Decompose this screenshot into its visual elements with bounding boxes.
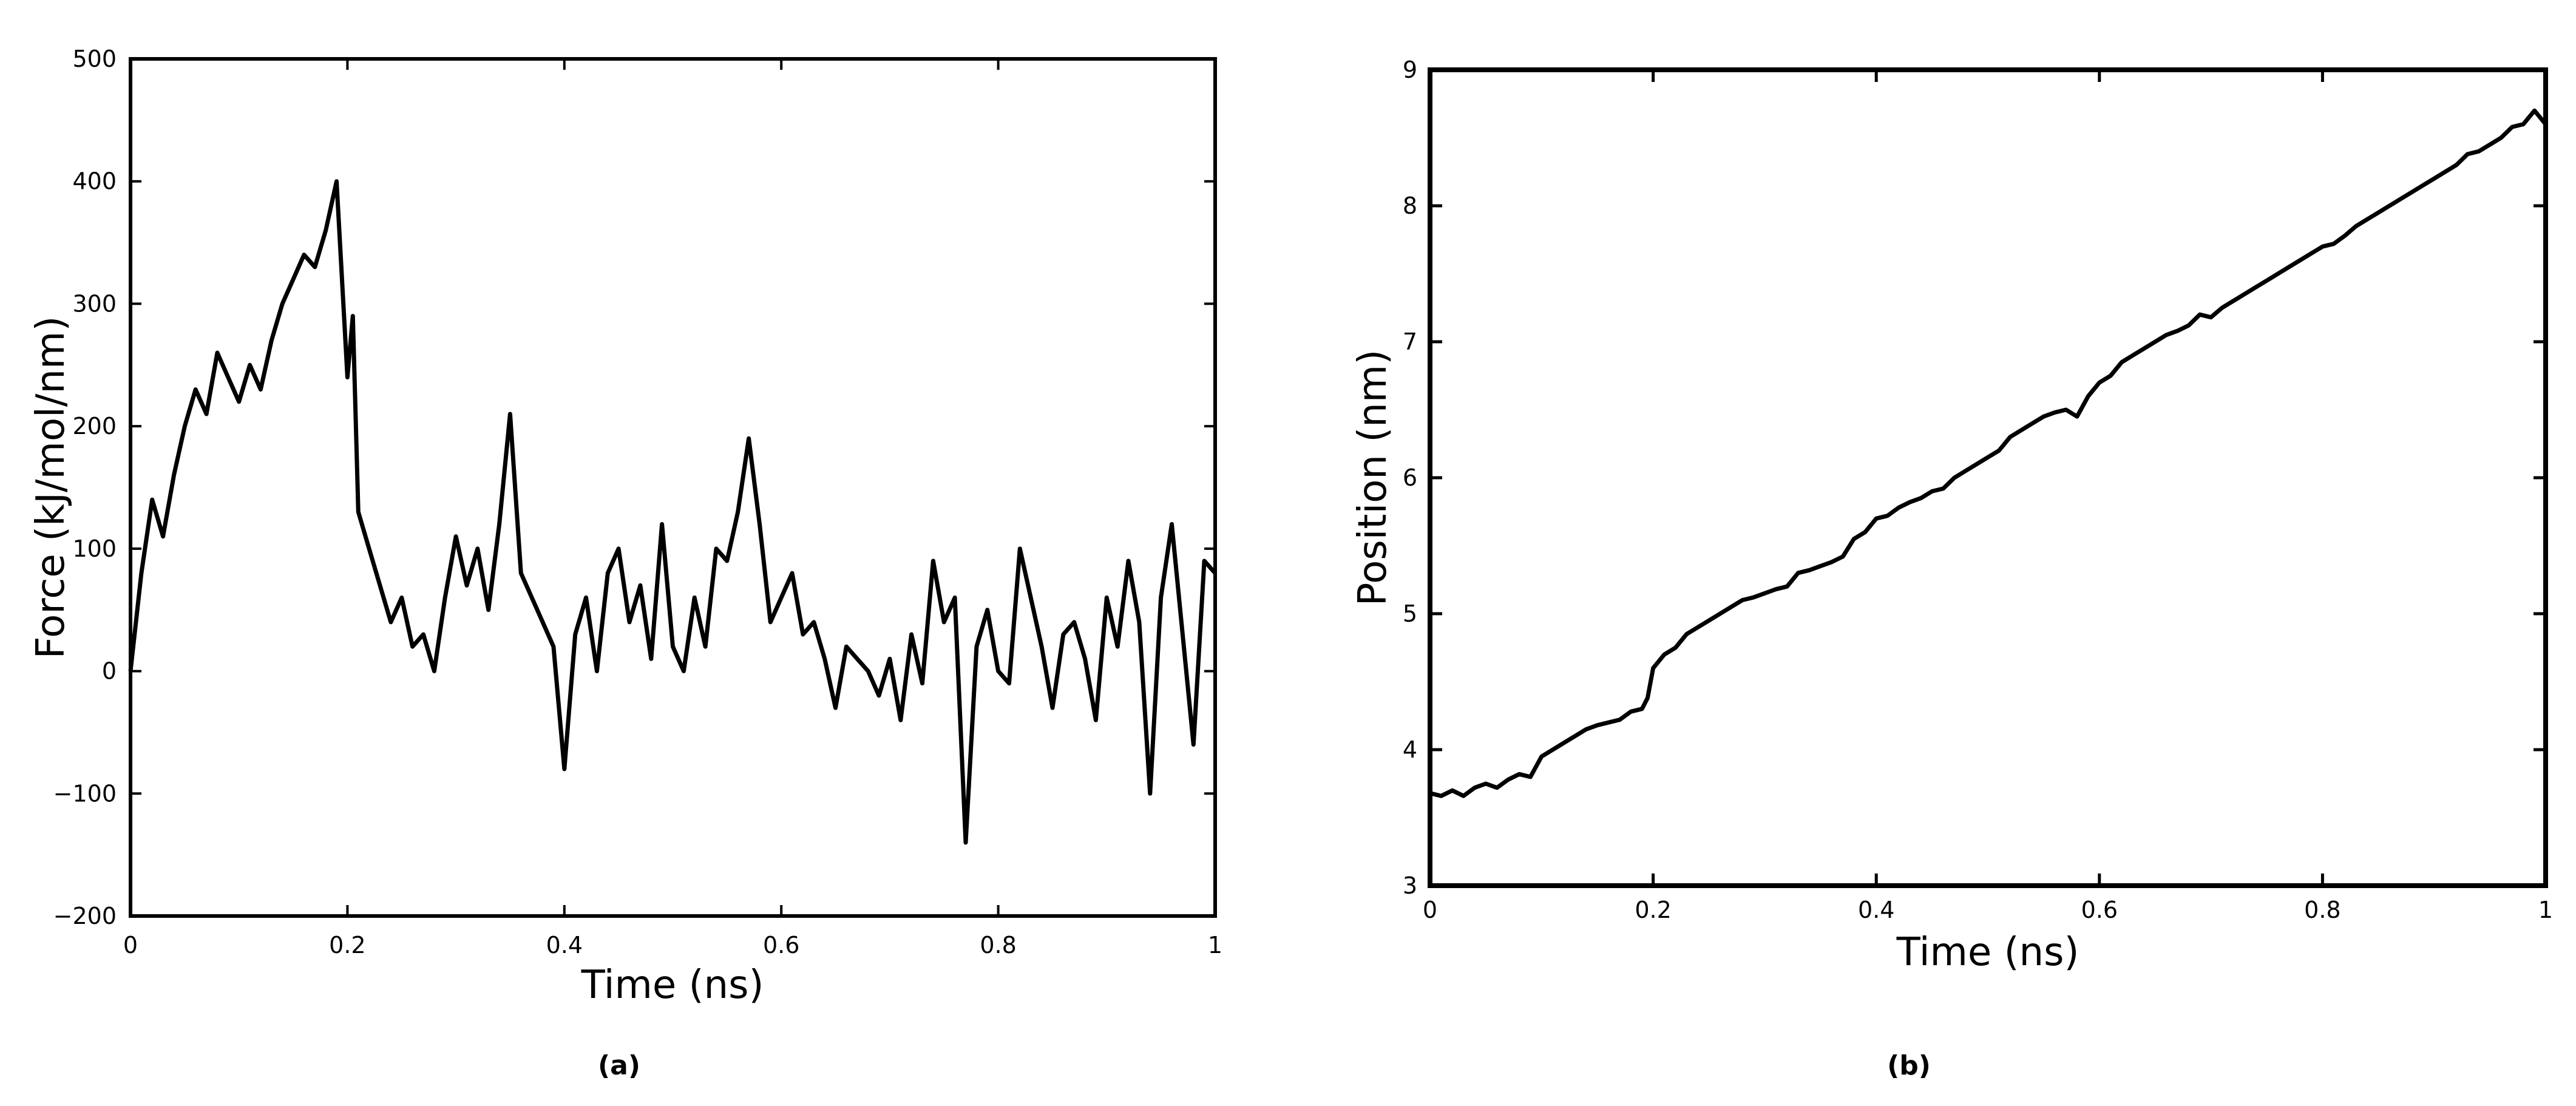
y-tick-label: 200 bbox=[72, 413, 117, 439]
chart-a-series-line bbox=[128, 179, 1217, 845]
chart-b-ytick-labels: 3 4 5 6 7 8 9 bbox=[1403, 56, 1417, 899]
x-tick-label: 0.8 bbox=[2304, 897, 2340, 923]
y-tick-label: −100 bbox=[53, 780, 117, 807]
caption-a: (a) bbox=[598, 1050, 640, 1081]
x-tick-label: 0.2 bbox=[329, 932, 365, 958]
x-tick-label: 0 bbox=[123, 932, 138, 958]
x-tick-label: 1 bbox=[2538, 897, 2553, 923]
y-tick-label: 4 bbox=[1403, 736, 1417, 763]
chart-a-xtick-labels: 0 0.2 0.4 0.6 0.8 1 bbox=[123, 932, 1222, 958]
chart-b-xtick-labels: 0 0.2 0.4 0.6 0.8 1 bbox=[1423, 897, 2553, 923]
x-tick-label: 0.8 bbox=[980, 932, 1016, 958]
y-tick-label: 3 bbox=[1403, 872, 1417, 899]
x-tick-label: 0 bbox=[1423, 897, 1437, 923]
y-tick-label: 100 bbox=[72, 535, 117, 562]
chart-a-y-axis-title: Force (kJ/mol/nm) bbox=[29, 316, 73, 659]
chart-b-series-line bbox=[1429, 108, 2547, 798]
chart-a-x-axis-title: Time (ns) bbox=[581, 963, 764, 1008]
chart-a-frame bbox=[129, 57, 1217, 918]
x-tick-label: 0.4 bbox=[546, 932, 583, 958]
x-tick-label: 0.6 bbox=[2081, 897, 2118, 923]
chart-b-ticks bbox=[1428, 68, 2547, 887]
y-tick-label: 6 bbox=[1403, 464, 1417, 491]
x-tick-label: 0.2 bbox=[1635, 897, 1671, 923]
y-tick-label: 400 bbox=[72, 168, 117, 195]
x-tick-label: 0.6 bbox=[763, 932, 799, 958]
chart-a-ytick-labels: −200 −100 0 100 200 300 400 500 bbox=[53, 46, 117, 929]
y-tick-label: 0 bbox=[102, 658, 117, 685]
y-tick-label: 300 bbox=[72, 290, 117, 317]
y-tick-label: 5 bbox=[1403, 600, 1417, 627]
chart-a: 0 0.2 0.4 0.6 0.8 1 −200−1000100200300400500 … bbox=[29, 46, 1222, 1081]
y-tick-label: 7 bbox=[1403, 328, 1417, 355]
chart-b-frame bbox=[1428, 67, 2548, 888]
chart-b-x-axis-title: Time (ns) bbox=[1896, 930, 2079, 975]
chart-b: 0 0.2 0.4 0.6 0.8 1 3 4 5 6 7 8 9 Time (ns) Positio… bbox=[1351, 56, 2553, 1081]
y-tick-label: 8 bbox=[1403, 192, 1417, 219]
x-tick-label: 1 bbox=[1208, 932, 1222, 958]
chart-a-ticks bbox=[129, 58, 1216, 917]
caption-b: (b) bbox=[1887, 1050, 1931, 1081]
x-tick-label: 0.4 bbox=[1858, 897, 1894, 923]
y-tick-label: 9 bbox=[1403, 56, 1417, 83]
y-tick-label: 500 bbox=[72, 46, 117, 72]
chart-b-y-axis-title: Position (nm) bbox=[1351, 350, 1395, 606]
y-tick-label: −200 bbox=[53, 903, 117, 929]
